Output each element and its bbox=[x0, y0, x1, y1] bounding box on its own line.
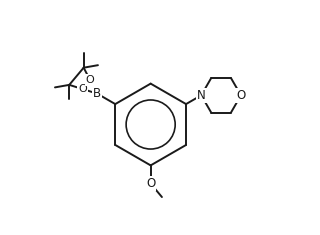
Text: N: N bbox=[197, 89, 206, 102]
Text: B: B bbox=[93, 87, 101, 100]
Text: O: O bbox=[236, 89, 245, 102]
Text: O: O bbox=[78, 84, 87, 94]
Text: O: O bbox=[146, 177, 156, 190]
Text: O: O bbox=[86, 75, 94, 85]
